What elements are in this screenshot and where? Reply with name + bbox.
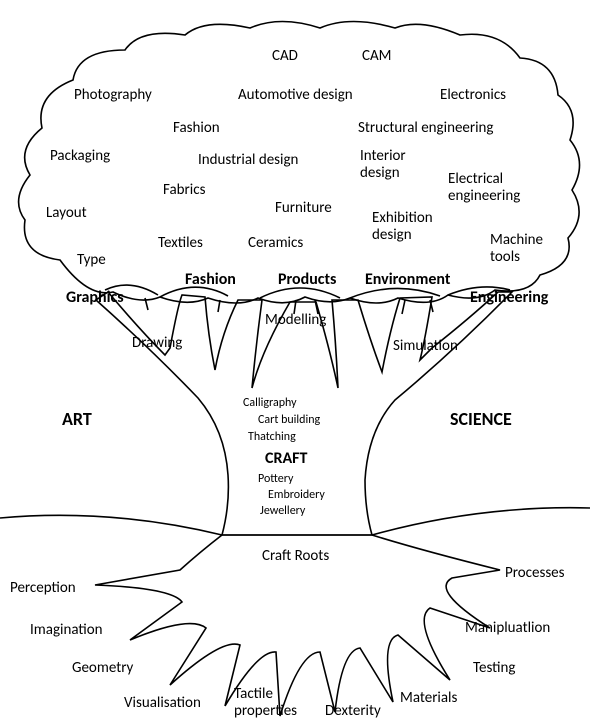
side-art: ART: [62, 410, 92, 430]
leaf-automotive: Automotive design: [238, 87, 353, 104]
leaf-machine2: tools: [490, 249, 520, 266]
ground-line-right: [372, 508, 590, 535]
leaf-packaging: Packaging: [50, 148, 110, 165]
trunk-embroidery: Embroidery: [268, 489, 325, 502]
between-drawing: Drawing: [132, 335, 182, 352]
leaf-type: Type: [77, 252, 106, 269]
branch-fashion: Fashion: [185, 271, 236, 289]
leaf-industrial: Industrial design: [198, 152, 298, 169]
craft-tree-diagram: CAD CAM Photography Automotive design El…: [0, 0, 590, 726]
trunk-pottery: Pottery: [258, 473, 293, 486]
leaf-furniture: Furniture: [275, 200, 332, 217]
root-perception: Perception: [10, 580, 76, 597]
roots-header: Craft Roots: [262, 548, 329, 565]
tree-svg: [0, 0, 590, 726]
trunk-cart: Cart building: [258, 414, 320, 427]
trunk-thatching: Thatching: [248, 431, 296, 444]
branch-environment: Environment: [365, 271, 450, 289]
branch-engineering: Engineering: [470, 289, 548, 307]
leaf-cam: CAM: [362, 48, 392, 65]
trunk-calligraphy: Calligraphy: [243, 397, 297, 410]
trunk-jewellery: Jewellery: [260, 505, 305, 518]
leaf-fashion-c: Fashion: [173, 120, 220, 137]
between-simulation: Simulation: [393, 338, 458, 355]
leaf-machine1: Machine: [490, 232, 543, 249]
root-testing: Testing: [473, 660, 515, 677]
leaf-textiles: Textiles: [158, 235, 203, 252]
trunk-craft: CRAFT: [265, 450, 307, 468]
root-tactile2: properties: [234, 703, 297, 720]
leaf-electrical2: engineering: [448, 188, 520, 205]
leaf-exhibition2: design: [372, 227, 412, 244]
root-materials: Materials: [400, 690, 457, 707]
root-processes: Processes: [505, 565, 565, 582]
leaf-electrical1: Electrical: [448, 171, 503, 188]
leaf-exhibition1: Exhibition: [372, 210, 433, 227]
leaf-ceramics: Ceramics: [248, 235, 303, 252]
ground-line-left: [0, 515, 222, 535]
root-imagination: Imagination: [30, 622, 103, 639]
leaf-interior2: design: [360, 165, 400, 182]
branch-products: Products: [278, 271, 336, 289]
leaf-electronics: Electronics: [440, 87, 506, 104]
leaf-structural: Structural engineering: [358, 120, 493, 137]
leaf-layout: Layout: [46, 205, 87, 222]
leaf-cad: CAD: [272, 48, 298, 65]
root-geometry: Geometry: [72, 660, 133, 677]
leaf-photography: Photography: [74, 87, 152, 104]
side-science: SCIENCE: [450, 410, 512, 430]
leaf-interior1: Interior: [360, 148, 406, 165]
root-manipulation: Manipluatlion: [465, 620, 550, 637]
root-visualisation: Visualisation: [124, 695, 201, 712]
canopy-hump-3: [260, 288, 340, 298]
leaf-fabrics: Fabrics: [163, 182, 205, 199]
branch-graphics: Graphics: [66, 289, 124, 307]
root-tactile1: Tactile: [234, 686, 273, 703]
root-dexterity: Dexterity: [325, 703, 381, 720]
between-modelling: Modelling: [265, 312, 326, 329]
